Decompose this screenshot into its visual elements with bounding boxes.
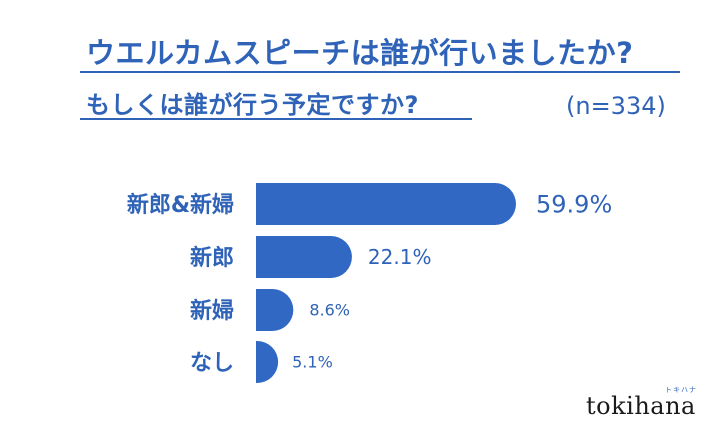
- value-label-3: 5.1%: [292, 353, 333, 372]
- category-label-1: 新郎: [190, 245, 234, 271]
- category-label-2: 新婦: [190, 298, 234, 324]
- category-label-0: 新郎&新婦: [127, 192, 234, 218]
- title-underline-2: [80, 118, 472, 120]
- chart-title-line-2: もしくは誰が行う予定ですか?: [86, 91, 419, 119]
- bar-1: [256, 236, 352, 278]
- value-label-1: 22.1%: [368, 245, 432, 269]
- bar-0: [256, 183, 516, 225]
- chart-title-line-1: ウエルカムスピーチは誰が行いましたか?: [86, 36, 634, 70]
- title-underline-1: [80, 71, 680, 73]
- bar-3: [256, 341, 279, 383]
- value-label-0: 59.9%: [536, 191, 612, 219]
- sample-size-label: (n=334): [566, 92, 666, 120]
- brand-logo-kana: トキハナ: [665, 386, 697, 394]
- bar-2: [256, 289, 294, 331]
- category-label-3: なし: [190, 351, 234, 376]
- value-label-2: 8.6%: [309, 301, 350, 320]
- brand-logo: tokihana: [586, 392, 696, 420]
